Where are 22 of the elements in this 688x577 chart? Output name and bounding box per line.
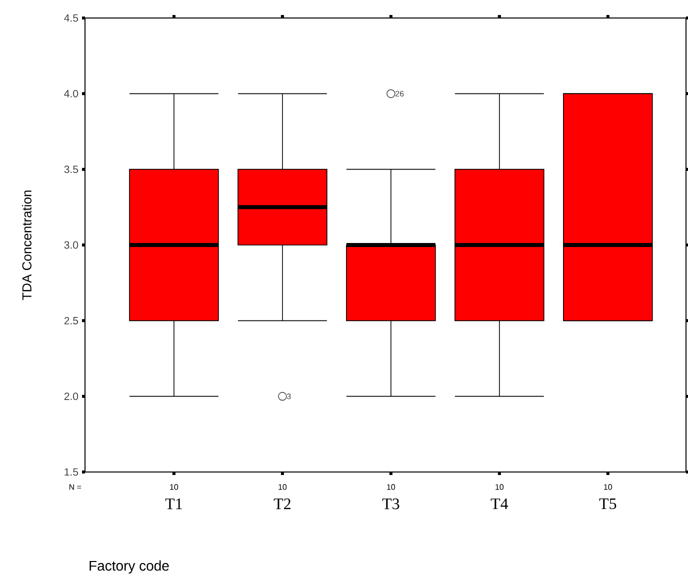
y-tick-label: 4.0	[64, 90, 78, 98]
annotation: 26	[396, 90, 404, 96]
text: 10	[387, 484, 396, 490]
y-tick-label: 4.5	[64, 14, 78, 22]
text: 10	[170, 484, 178, 490]
y-tick-label: 2.5	[64, 316, 78, 324]
x-tick-label: T2	[274, 498, 290, 510]
y-axis-title: TDA Concentration	[22, 190, 32, 300]
annotation: 3	[286, 393, 291, 400]
x-tick-label: T5	[599, 498, 616, 510]
y-tick-label: 2.0	[64, 392, 78, 400]
y-tick-label: 3.0	[64, 241, 78, 249]
y-tick-label: 3.5	[64, 166, 78, 174]
x-tick-label: T3	[382, 498, 400, 510]
x-tick-label: T1	[165, 498, 182, 510]
text: 10	[496, 484, 504, 490]
text: N =	[69, 484, 82, 490]
x-axis-title: Factory code	[90, 560, 169, 574]
text: 10	[604, 484, 612, 490]
y-tick-label: 1.5	[64, 468, 78, 476]
x-tick-label: T4	[490, 498, 508, 510]
text: 10	[278, 484, 287, 490]
